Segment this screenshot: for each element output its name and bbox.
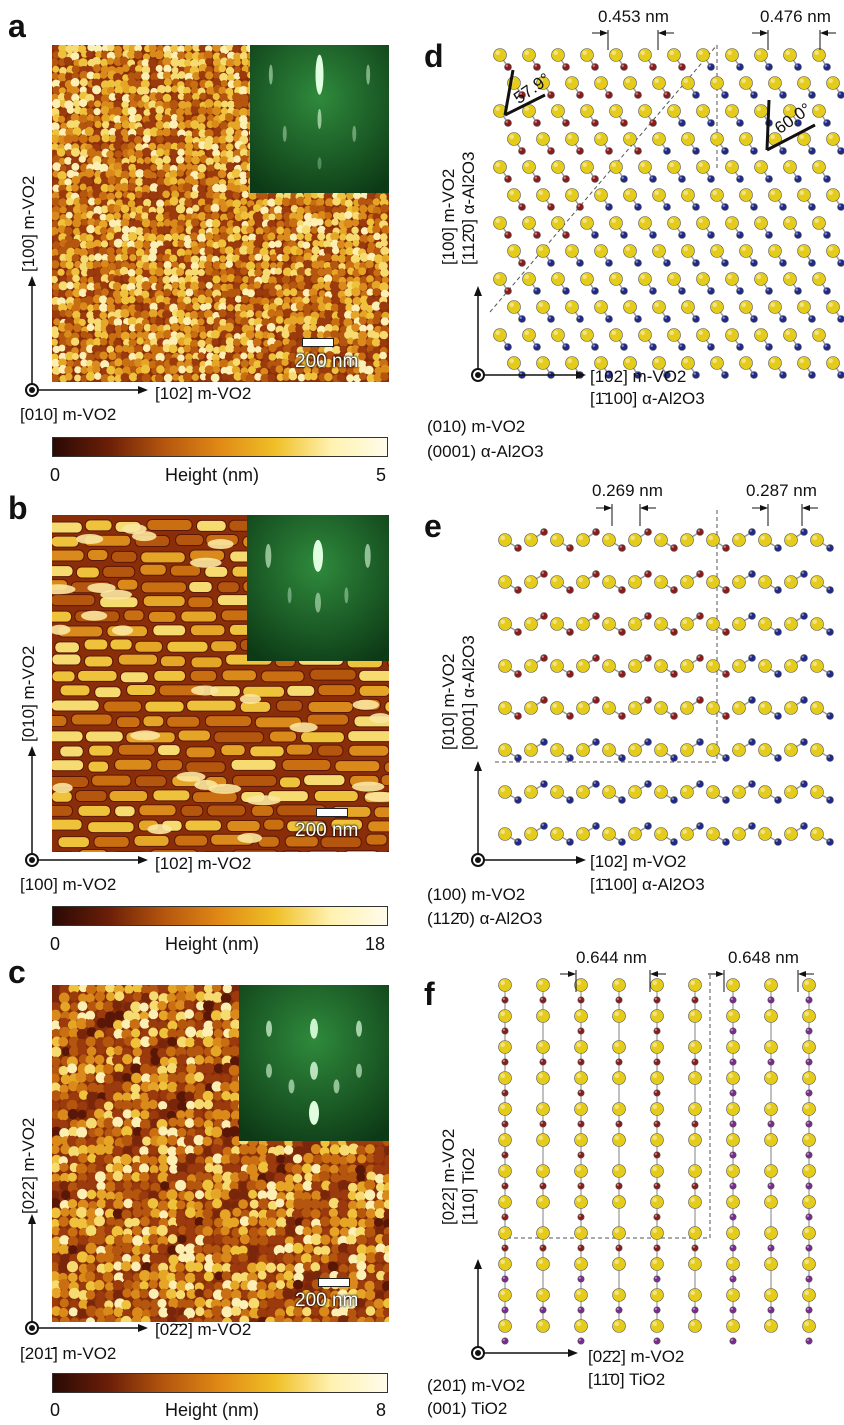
vertical-axis-label-2-d: [112̄0] α-Al2O3 — [459, 151, 478, 265]
horizontal-axis-label-2-d: [1̄100] α-Al2O3 — [590, 389, 705, 408]
out-of-plane-marker-e — [471, 853, 485, 867]
scale-bar-label-a: 200 nm — [295, 351, 359, 372]
out-of-plane-label-b: [100] m-VO2 — [20, 875, 117, 894]
colorbar-a — [52, 437, 388, 457]
out-of-plane-marker-b — [25, 853, 39, 867]
spacing-markers-f — [560, 970, 814, 992]
plane-label-1-f: (201̄) m-VO2 — [427, 1376, 526, 1395]
scale-bar-c — [318, 1278, 350, 1287]
panel-label-f: f — [424, 976, 435, 1012]
vertical-axis-label-2-f: [110] TiO2 — [459, 1147, 478, 1225]
colorbar-c — [52, 1373, 388, 1393]
colorbar-label-c: Height (nm) — [165, 1400, 260, 1420]
spacing-label-right-d: 0.476 nm — [760, 7, 831, 26]
out-of-plane-marker-a — [25, 383, 39, 397]
scale-bar-b — [316, 808, 348, 817]
axis-arrows-e — [474, 761, 586, 864]
panel-label-a: a — [8, 8, 26, 44]
colorbar-label-b: Height (nm) — [165, 934, 260, 954]
horizontal-axis-label-a: [102] m-VO2 — [155, 384, 252, 403]
afm-image-a: 200 nm — [52, 45, 389, 382]
scale-bar-a — [302, 338, 334, 347]
plane-label-2-f: (001) TiO2 — [427, 1399, 508, 1418]
horizontal-axis-label-e: [102] m-VO2 — [590, 852, 687, 871]
panel-label-d: d — [424, 38, 444, 74]
out-of-plane-marker-f — [471, 1346, 485, 1360]
plane-label-1-e: (100) m-VO2 — [427, 885, 526, 904]
colorbar-min-c: 0 — [50, 1400, 61, 1420]
horizontal-axis-label-2-f: [11̄0] TiO2 — [588, 1370, 666, 1389]
afm-image-c: 200 nm — [52, 985, 389, 1322]
vertical-axis-label-f: [022] m-VO2 — [439, 1128, 458, 1225]
rheed-inset-b — [247, 515, 389, 661]
vertical-axis-label-2-e: [0001] α-Al2O3 — [459, 635, 478, 750]
axis-arrows-d — [474, 286, 586, 379]
vertical-axis-label-c: [022] m-VO2 — [19, 1117, 38, 1214]
scale-bar-label-b: 200 nm — [295, 820, 359, 841]
plane-label-1-d: (010) m-VO2 — [427, 417, 526, 436]
horizontal-axis-label-b: [102] m-VO2 — [155, 854, 252, 873]
spacing-markers-e — [596, 504, 818, 526]
rheed-inset-c — [239, 985, 389, 1141]
colorbar-b — [52, 906, 388, 926]
out-of-plane-label-a: [010] m-VO2 — [20, 405, 117, 424]
crystal-structure-f — [498, 975, 816, 1345]
spacing-label-right-e: 0.287 nm — [746, 481, 817, 500]
plane-label-2-e: (112̄0) α-Al2O3 — [427, 909, 543, 928]
vertical-axis-label-e: [010] m-VO2 — [439, 653, 458, 750]
axis-arrows-b — [28, 746, 148, 864]
colorbar-label-a: Height (nm) — [165, 465, 260, 485]
out-of-plane-marker-d — [471, 368, 485, 382]
colorbar-min-b: 0 — [50, 934, 61, 954]
horizontal-axis-label-f: [02̄2] m-VO2 — [588, 1347, 685, 1366]
spacing-label-right-f: 0.648 nm — [728, 948, 799, 967]
horizontal-axis-label-c: [02̄2] m-VO2 — [155, 1320, 252, 1339]
rheed-inset-a — [250, 45, 389, 193]
panel-label-c: c — [8, 954, 26, 990]
crystal-structure-e — [495, 510, 834, 846]
panel-label-b: b — [8, 490, 28, 526]
spacing-label-left-e: 0.269 nm — [592, 481, 663, 500]
vertical-axis-label-a: [100] m-VO2 — [19, 175, 38, 272]
axis-arrows-c — [28, 1214, 148, 1332]
scale-bar-label-c: 200 nm — [295, 1290, 359, 1311]
colorbar-min-a: 0 — [50, 465, 61, 485]
axis-arrows-a — [28, 276, 148, 394]
out-of-plane-marker-c — [25, 1321, 39, 1335]
colorbar-max-b: 18 — [365, 934, 386, 954]
panel-label-e: e — [424, 508, 442, 544]
afm-image-b: 200 nm — [52, 515, 389, 852]
spacing-label-left-d: 0.453 nm — [598, 7, 669, 26]
spacing-label-left-f: 0.644 nm — [576, 948, 647, 967]
colorbar-max-c: 8 — [376, 1400, 387, 1420]
horizontal-axis-label-d: [102] m-VO2 — [590, 367, 687, 386]
vertical-axis-label-d: [100] m-VO2 — [439, 168, 458, 265]
colorbar-max-a: 5 — [376, 465, 387, 485]
horizontal-axis-label-2-e: [1̄100] α-Al2O3 — [590, 875, 705, 894]
axis-arrows-f — [474, 1259, 578, 1357]
crystal-structure-d — [489, 44, 844, 379]
out-of-plane-label-c: [201̄] m-VO2 — [20, 1344, 117, 1363]
vertical-axis-label-b: [010] m-VO2 — [19, 645, 38, 742]
spacing-markers-d — [592, 30, 836, 50]
plane-label-2-d: (0001) α-Al2O3 — [427, 442, 544, 461]
